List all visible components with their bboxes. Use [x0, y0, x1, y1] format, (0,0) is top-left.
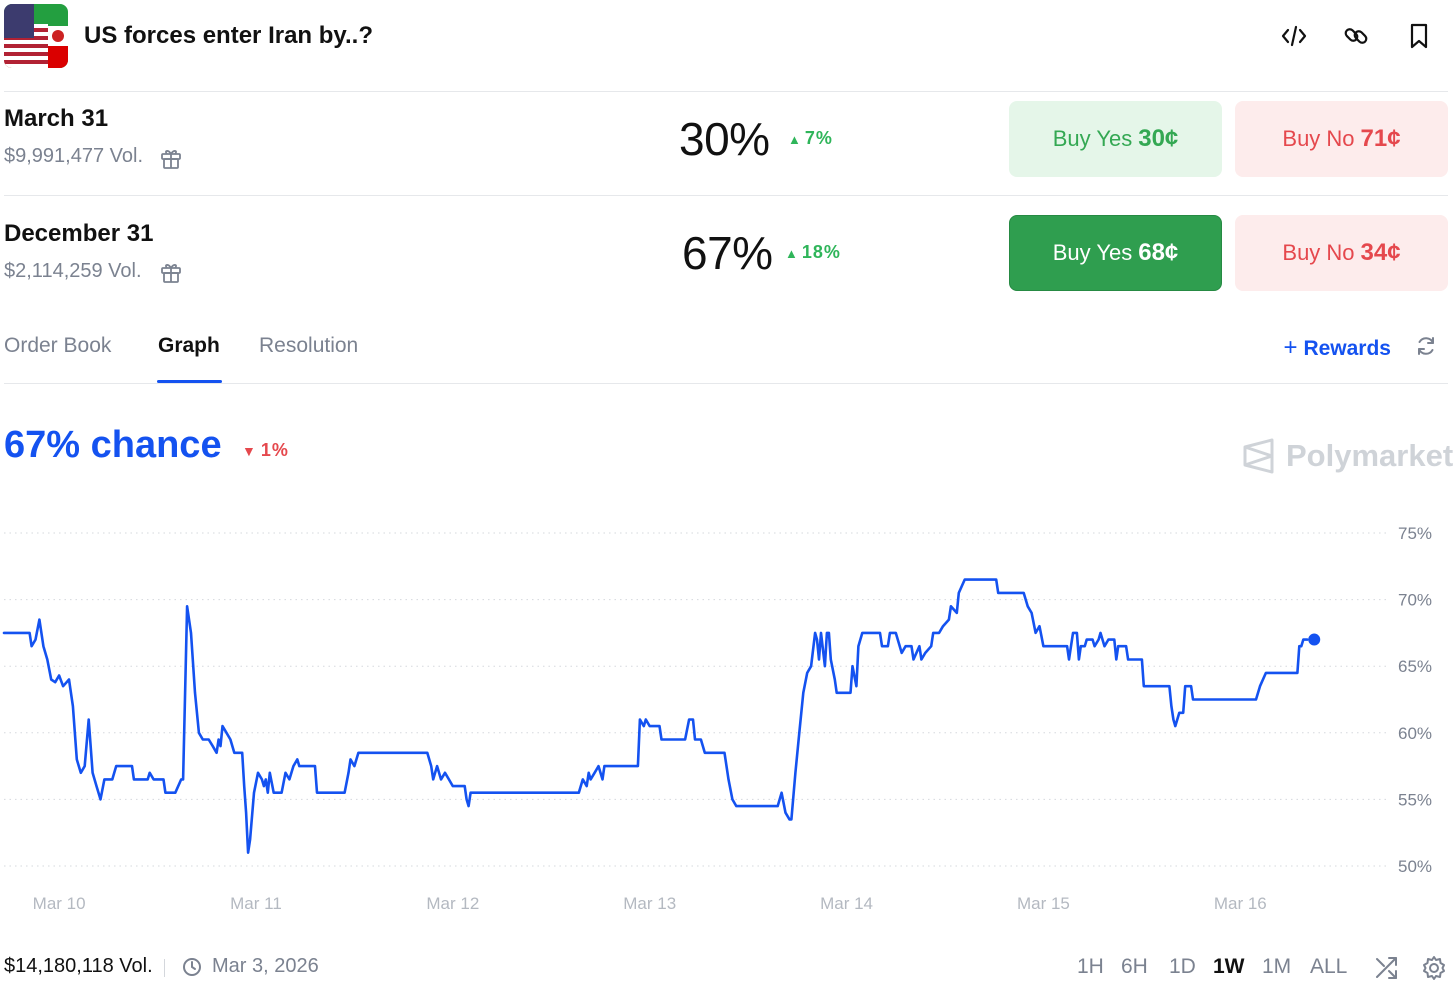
end-date: Mar 3, 2026 [182, 955, 319, 978]
market-volume: $2,114,259 Vol. [4, 260, 142, 282]
market-change: ▲ 18% [785, 242, 841, 262]
y-tick-label: 55% [1398, 790, 1432, 809]
buy-no-button[interactable]: Buy No 71¢ [1235, 101, 1448, 177]
tab-order-book[interactable]: Order Book [4, 334, 112, 357]
shuffle-icon[interactable] [1374, 955, 1400, 981]
market-row[interactable]: March 31 $9,991,477 Vol. 30% ▲ 7% Buy Yes… [0, 92, 1456, 192]
range-6h[interactable]: 6H [1121, 955, 1148, 978]
buy-yes-button[interactable]: Buy Yes 30¢ [1009, 101, 1222, 177]
gift-icon[interactable] [159, 260, 183, 284]
x-tick-label: Mar 15 [1017, 894, 1070, 913]
market-change: ▲ 7% [788, 128, 833, 148]
x-tick-label: Mar 12 [426, 894, 479, 913]
divider [4, 195, 1448, 196]
market-volume: $9,991,477 Vol. [4, 145, 144, 167]
end-date-text: Mar 3, 2026 [212, 955, 319, 977]
clock-icon [183, 957, 201, 976]
market-name: December 31 [4, 220, 154, 247]
down-triangle-icon: ▼ [242, 443, 257, 459]
logo-text: Polymarket [1286, 438, 1454, 473]
y-tick-label: 50% [1398, 857, 1432, 876]
buy-no-button[interactable]: Buy No 34¢ [1235, 215, 1448, 291]
market-header: US forces enter Iran by..? [0, 0, 1456, 90]
total-volume: $14,180,118 Vol. [4, 955, 153, 977]
range-1h[interactable]: 1H [1077, 955, 1104, 978]
buy-yes-button[interactable]: Buy Yes 68¢ [1009, 215, 1222, 291]
up-triangle-icon: ▲ [785, 246, 799, 261]
range-1w[interactable]: 1W [1213, 955, 1245, 978]
series-line [2, 578, 1309, 854]
x-tick-label: Mar 13 [623, 894, 676, 913]
divider [164, 959, 165, 977]
rewards-button[interactable]: + Rewards [1283, 334, 1391, 361]
refresh-icon[interactable] [1414, 334, 1438, 358]
polymarket-logo-icon [1243, 438, 1274, 474]
up-triangle-icon: ▲ [788, 132, 802, 147]
tab-bar: Order Book Graph Resolution + Rewards [0, 320, 1456, 384]
y-tick-label: 65% [1398, 657, 1432, 676]
market-name: March 31 [4, 105, 109, 132]
embed-icon[interactable] [1278, 20, 1310, 52]
chance-change: ▼ 1% [242, 440, 289, 460]
divider [4, 91, 1448, 92]
chart-footer: $14,180,118 Vol. Mar 3, 2026 1H 6H 1D 1W… [0, 945, 1456, 987]
bookmark-icon[interactable] [1403, 20, 1435, 52]
settings-gear-icon[interactable] [1421, 955, 1447, 981]
market-image [4, 4, 68, 68]
x-tick-label: Mar 16 [1214, 894, 1267, 913]
y-tick-label: 60% [1398, 724, 1432, 743]
market-percent: 30% [679, 113, 770, 165]
tab-graph[interactable]: Graph [158, 334, 220, 357]
active-tab-indicator [157, 380, 222, 383]
x-tick-label: Mar 10 [33, 894, 86, 913]
polymarket-logo: Polymarket [1242, 436, 1453, 476]
divider [4, 383, 1448, 384]
y-tick-label: 70% [1398, 591, 1432, 610]
x-tick-label: Mar 11 [230, 894, 282, 913]
range-1d[interactable]: 1D [1169, 955, 1196, 978]
range-all[interactable]: ALL [1310, 955, 1348, 978]
price-chart[interactable]: 50% 55% 60% 65% 70% 75% Mar 10 Mar 11 Mar 12 Mar … [0, 500, 1456, 930]
market-title: US forces enter Iran by..? [84, 22, 373, 49]
link-icon[interactable] [1340, 20, 1372, 52]
range-1m[interactable]: 1M [1262, 955, 1292, 978]
x-tick-label: Mar 14 [820, 894, 873, 913]
last-point-marker [1308, 633, 1321, 646]
market-row[interactable]: December 31 $2,114,259 Vol. 67% ▲ 18% Buy… [0, 196, 1456, 296]
gift-icon[interactable] [159, 146, 183, 170]
y-tick-label: 75% [1398, 524, 1432, 543]
chance-label: 67% chance [4, 424, 222, 466]
plus-icon: + [1283, 334, 1298, 361]
market-percent: 67% [682, 227, 773, 279]
tab-resolution[interactable]: Resolution [259, 334, 359, 357]
